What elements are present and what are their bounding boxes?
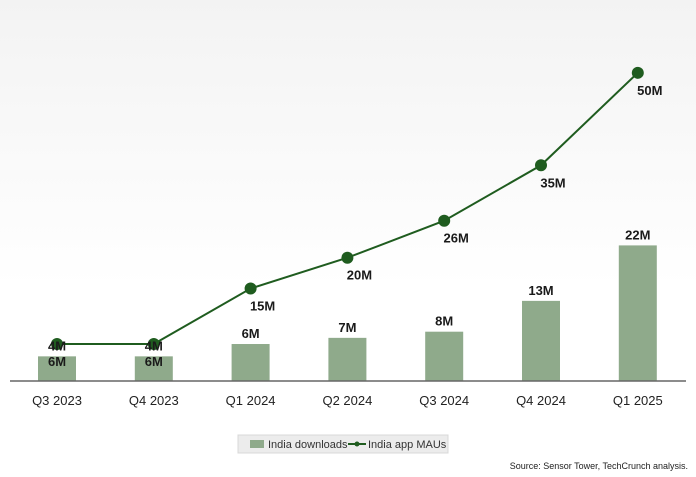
bar-label: 7M [338, 320, 356, 335]
line-point-maus [631, 66, 644, 79]
x-tick-label: Q3 2023 [32, 393, 82, 408]
line-layer [51, 66, 644, 351]
bar-downloads [328, 337, 367, 381]
bar-downloads [425, 331, 464, 381]
line-label: 35M [540, 175, 565, 190]
line-point-maus [51, 338, 63, 351]
legend-bar-swatch [250, 440, 264, 448]
x-tick-label: Q4 2024 [516, 393, 566, 408]
bar-label: 6M [242, 326, 260, 341]
line-point-maus [341, 251, 354, 264]
x-ticks-layer: Q3 2023 Q4 2023 Q1 2024 Q2 2024 Q3 2024 Q4 20… [32, 393, 663, 408]
bars-layer [38, 245, 657, 381]
bar-label: 13M [528, 283, 553, 298]
legend-bar-label: India downloads [268, 439, 348, 451]
bar-label: 22M [625, 227, 650, 242]
line-label: 20M [347, 268, 372, 283]
legend-line-marker [354, 441, 360, 447]
x-tick-label: Q3 2024 [419, 393, 469, 408]
legend-line-label: India app MAUs [368, 439, 447, 451]
line-point-maus [147, 338, 160, 351]
line-label: 6M [48, 354, 66, 369]
legend-box [237, 434, 449, 454]
bar-label: 4M [145, 338, 163, 353]
line-label: 26M [444, 231, 469, 246]
bar-label: 8M [435, 314, 453, 329]
bar-downloads [38, 356, 76, 381]
legend: India downloads India app MAUs [237, 434, 449, 454]
line-point-maus [438, 214, 451, 227]
source-note: Source: Sensor Tower, TechCrunch analysi… [510, 461, 688, 471]
x-tick-label: Q1 2025 [613, 393, 663, 408]
line-point-maus [535, 159, 547, 172]
line-label: 6M [145, 354, 163, 369]
x-tick-label: Q4 2023 [129, 393, 179, 408]
bar-downloads [618, 245, 657, 381]
bar-downloads [231, 344, 270, 381]
line-point-maus [244, 282, 257, 295]
x-tick-label: Q2 2024 [322, 393, 372, 408]
bar-label: 4M [48, 338, 66, 353]
line-label: 15M [250, 299, 275, 314]
bar-downloads [134, 356, 173, 381]
bar-downloads [522, 300, 560, 381]
line-label: 50M [637, 83, 662, 98]
x-tick-label: Q1 2024 [226, 393, 276, 408]
